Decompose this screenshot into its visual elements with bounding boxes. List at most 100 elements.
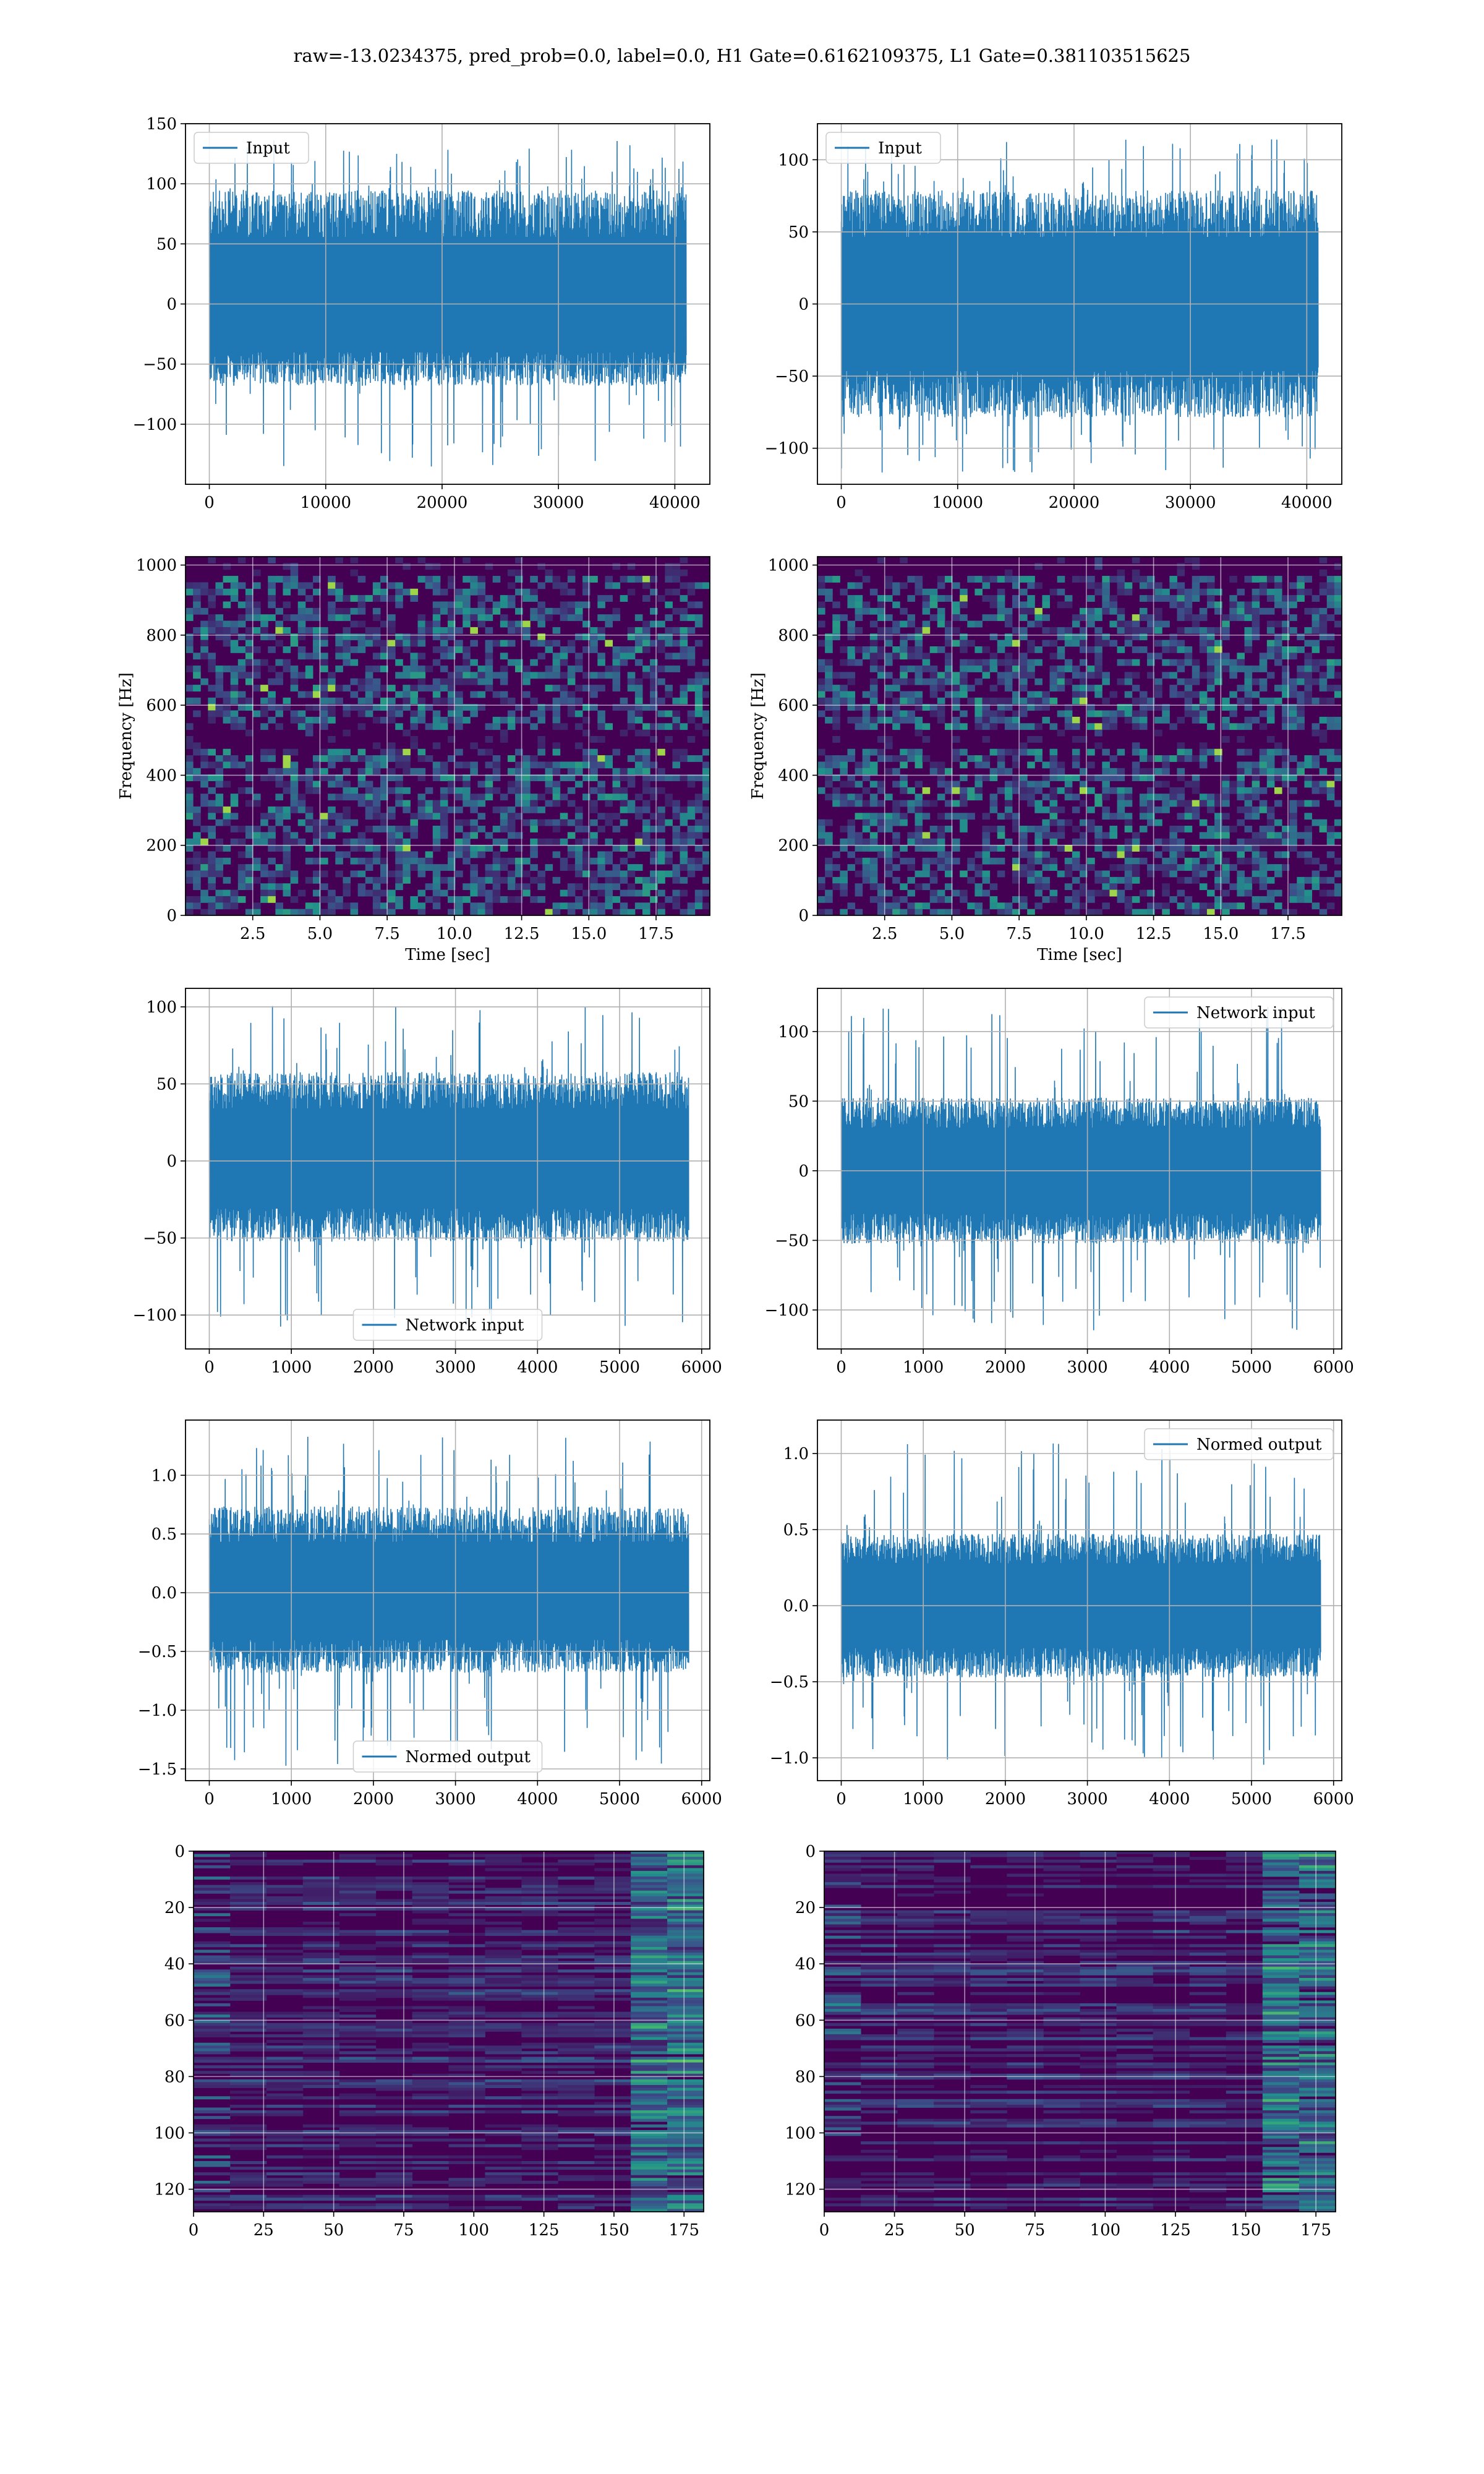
spectrogram-cell [215, 588, 224, 596]
spectrogram-cell [869, 838, 878, 845]
heatmap-cell [448, 1907, 485, 1911]
spectrogram-cell [1214, 883, 1222, 891]
heatmap-cell [594, 1980, 631, 1984]
spectrogram-cell [989, 633, 998, 641]
spectrogram-cell [1004, 794, 1013, 801]
spectrogram-cell [410, 672, 419, 679]
heatmap-cell [229, 1969, 267, 1973]
spectrogram-cell [817, 576, 825, 583]
spectrogram-cell [320, 748, 328, 756]
spectrogram-cell [365, 864, 373, 871]
heatmap-cell [412, 1896, 449, 1899]
heatmap-cell [266, 2082, 304, 2086]
heatmap-cell [339, 2040, 377, 2044]
spectrogram-cell [515, 716, 523, 724]
spectrogram-cell [463, 819, 471, 826]
spectrogram-cell [590, 736, 598, 743]
spectrogram-cell [929, 588, 938, 596]
spectrogram-cell [440, 697, 448, 704]
spectrogram-cell [687, 806, 696, 813]
x-tick-label: 2000 [353, 1790, 394, 1808]
spectrogram-cell [1326, 832, 1335, 839]
spectrogram-cell [1072, 902, 1080, 910]
h1-input-series-fill [209, 237, 686, 353]
spectrogram-cell [960, 691, 968, 698]
spectrogram-cell [1124, 691, 1133, 698]
heatmap-cell [448, 2060, 485, 2063]
spectrogram-cell [417, 800, 426, 807]
heatmap-cell [229, 2096, 267, 2100]
spectrogram-cell [1027, 582, 1035, 589]
heatmap-cell [375, 1961, 413, 1964]
spectrogram-cell [380, 646, 388, 653]
heatmap-cell [485, 1941, 522, 1945]
spectrogram-cell [230, 646, 239, 653]
spectrogram-cell [1206, 588, 1215, 596]
spectrogram-cell [567, 851, 576, 858]
spectrogram-cell [208, 857, 216, 865]
spectrogram-cell [1004, 768, 1013, 775]
spectrogram-cell [463, 595, 471, 602]
spectrogram-cell [470, 582, 478, 589]
spectrogram-cell [537, 774, 545, 781]
spectrogram-cell [1020, 851, 1028, 858]
spectrogram-cell [395, 704, 403, 711]
h1-spectrogram-axes-frame [185, 556, 710, 916]
spectrogram-cell [432, 883, 441, 891]
spectrogram-cell [343, 819, 351, 826]
heatmap-cell [229, 2026, 267, 2029]
spectrogram-cell [915, 588, 923, 596]
spectrogram-cell [425, 582, 433, 589]
spectrogram-cell [642, 806, 650, 813]
spectrogram-cell [507, 620, 516, 628]
heatmap-cell [558, 2079, 595, 2082]
spectrogram-cell [485, 896, 493, 903]
spectrogram-cell [1004, 620, 1013, 628]
spectrogram-cell [1080, 646, 1088, 653]
spectrogram-cell [485, 627, 493, 634]
spectrogram-cell [545, 685, 553, 691]
spectrogram-cell [215, 845, 224, 852]
spectrogram-cell [208, 870, 216, 878]
heatmap-cell [266, 2071, 304, 2074]
spectrogram-cell [1311, 755, 1320, 762]
spectrogram-cell [312, 704, 321, 711]
spectrogram-cell [642, 672, 650, 679]
spectrogram-cell [1199, 748, 1208, 756]
spectrogram-cell [312, 761, 321, 769]
heatmap-cell [229, 2022, 267, 2026]
spectrogram-cell [537, 563, 545, 570]
spectrogram-cell [290, 633, 299, 641]
spectrogram-cell [395, 832, 403, 839]
heatmap-cell [302, 2031, 340, 2035]
spectrogram-cell [1147, 768, 1155, 775]
x-tick-label: 1000 [271, 1790, 312, 1808]
spectrogram-cell [530, 588, 538, 596]
spectrogram-cell [1080, 768, 1088, 775]
heatmap-cell [485, 1995, 522, 1998]
spectrogram-cell [425, 813, 433, 820]
spectrogram-cell [574, 659, 583, 666]
heatmap-cell [667, 2009, 704, 2013]
spectrogram-cell [448, 710, 456, 717]
spectrogram-cell [855, 832, 863, 839]
spectrogram-cell [1020, 704, 1028, 711]
spectrogram-cell [1274, 633, 1282, 641]
spectrogram-cell [1147, 755, 1155, 762]
spectrogram-cell [365, 794, 373, 801]
spectrogram-cell [1259, 832, 1268, 839]
spectrogram-cell [537, 607, 545, 615]
heatmap-cell [375, 2048, 413, 2052]
spectrogram-cell [432, 742, 441, 750]
spectrogram-cell [877, 883, 885, 891]
spectrogram-cell [1154, 851, 1162, 858]
spectrogram-cell [605, 582, 613, 589]
heatmap-cell [667, 1854, 704, 1857]
spectrogram-cell [1282, 620, 1290, 628]
spectrogram-cell [1222, 787, 1230, 794]
spectrogram-cell [522, 870, 531, 878]
spectrogram-cell [395, 800, 403, 807]
spectrogram-cell [193, 857, 201, 865]
spectrogram-cell [275, 627, 283, 634]
spectrogram-cell [417, 748, 426, 756]
